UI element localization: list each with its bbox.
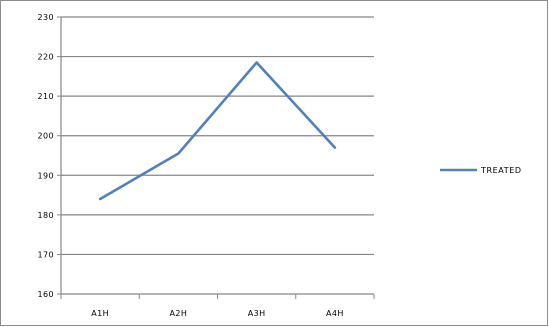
y-tick-label: 170 <box>38 250 54 259</box>
x-tick-label: A2H <box>169 309 187 318</box>
axes <box>57 16 375 299</box>
y-tick-label: 230 <box>38 13 54 22</box>
x-tick-label: A3H <box>248 309 266 318</box>
y-tick-label: 180 <box>38 211 54 220</box>
tick-labels: 160 170 180 190 200 210 220 230 A1H A2H A3H A4H <box>38 13 344 318</box>
y-tick-label: 200 <box>38 132 54 141</box>
x-tick-label: A1H <box>91 309 109 318</box>
legend-label: TREATED <box>480 166 522 175</box>
legend: TREATED <box>440 166 522 175</box>
y-tick-label: 220 <box>38 53 54 62</box>
gridlines <box>61 16 374 256</box>
y-tick-label: 210 <box>38 92 54 101</box>
series-group <box>98 61 337 201</box>
y-tick-label: 190 <box>38 171 54 180</box>
x-tick-label: A4H <box>326 309 344 318</box>
y-tick-label: 160 <box>38 290 54 299</box>
series-line-treated <box>98 61 337 201</box>
